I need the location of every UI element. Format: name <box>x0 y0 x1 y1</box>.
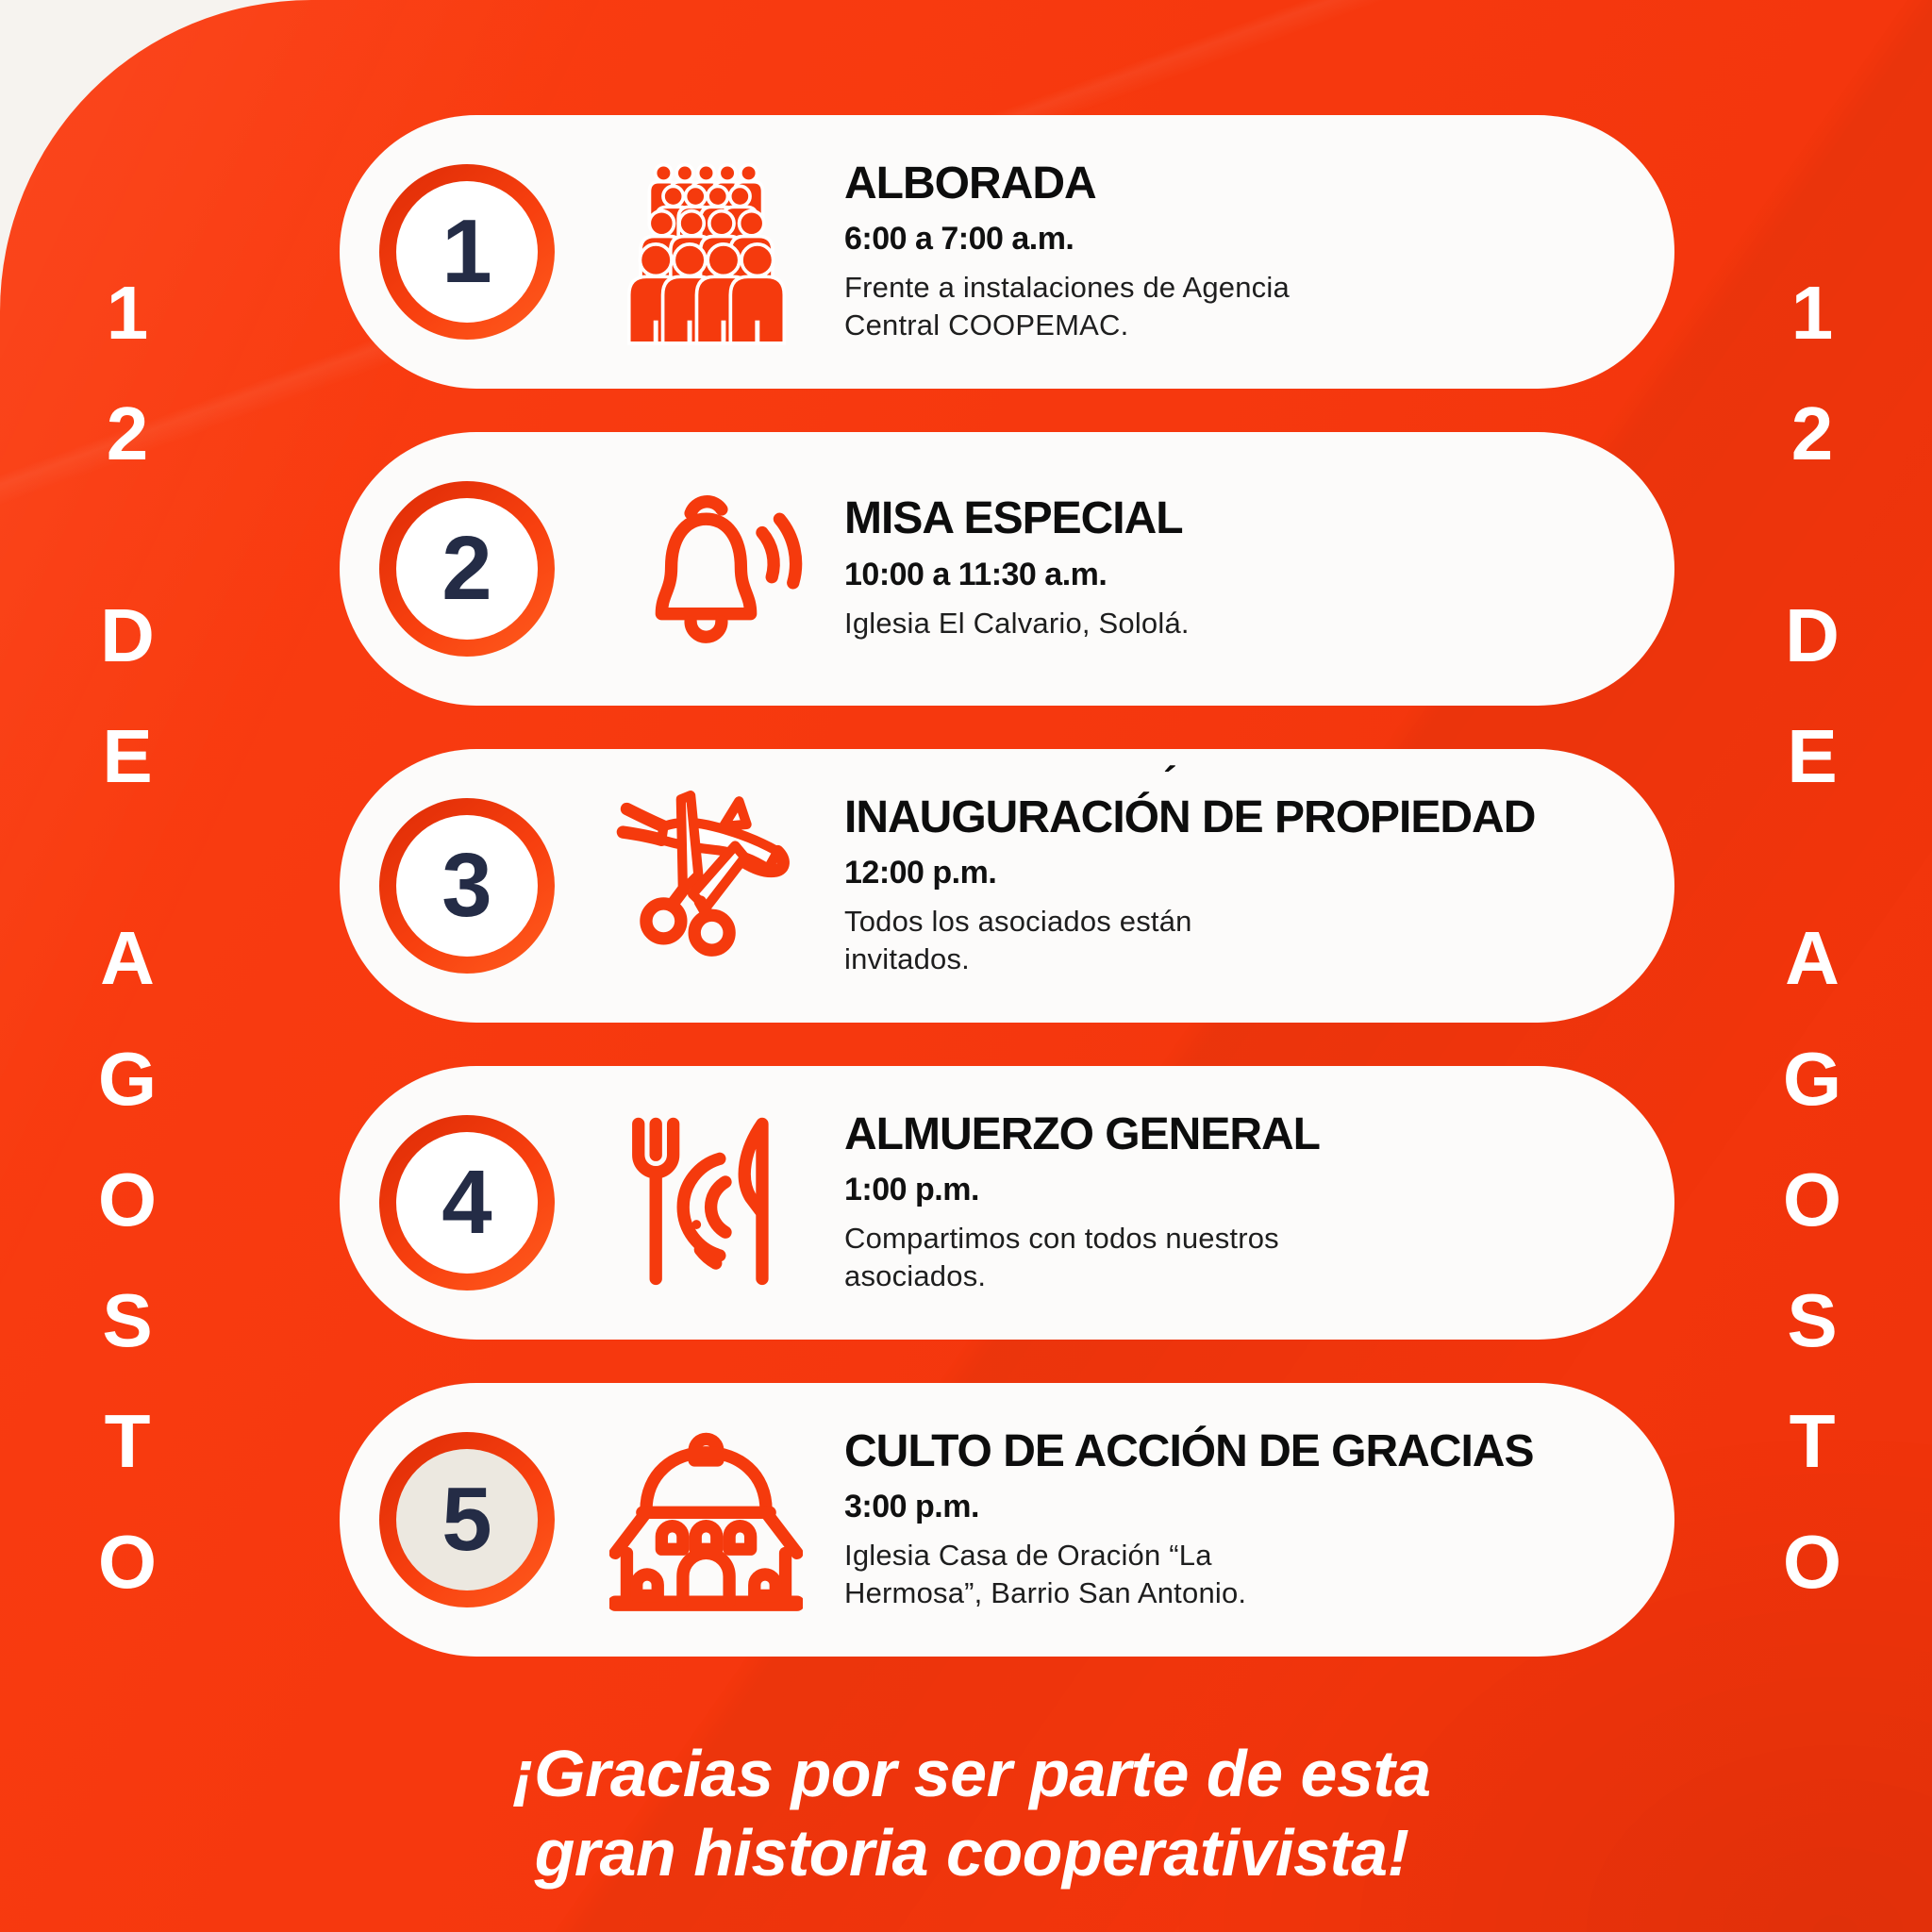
side-date-letter: T <box>1789 1399 1836 1483</box>
event-number-circle: 4 <box>396 1132 538 1274</box>
side-date-letter: O <box>97 1158 158 1241</box>
event-card: 3 INAUGURACIÓN DE PROPIEDAD ´ 12:00 p.m. … <box>340 749 1674 1023</box>
event-description: Iglesia Casa de Oración “La Hermosa”, Ba… <box>844 1539 1247 1609</box>
event-card: 4 ALMUERZO GENERAL 1:00 p.m. Compartimos… <box>340 1066 1674 1340</box>
event-title: ALMUERZO GENERAL <box>844 1108 1321 1159</box>
event-title: INAUGURACIÓN DE PROPIEDAD ´ <box>844 758 1536 842</box>
event-description: Iglesia El Calvario, Sololá. <box>844 606 1190 640</box>
event-time: 1:00 p.m. <box>844 1172 979 1208</box>
side-date-letter: 1 <box>1790 271 1834 355</box>
side-date-letter: 1 <box>106 271 149 355</box>
event-time: 10:00 a 11:30 a.m. <box>844 556 1108 592</box>
event-number: 1 <box>441 201 492 302</box>
event-number: 2 <box>441 518 492 619</box>
event-number: 3 <box>441 835 492 936</box>
ribbon-cutting-icon <box>609 790 803 983</box>
event-description: Todos los asociados están invitados. <box>844 905 1192 975</box>
side-date-letter: S <box>102 1278 153 1362</box>
event-number-badge: 2 <box>379 481 555 657</box>
event-number-badge: 4 <box>379 1115 555 1291</box>
event-number-circle: 5 <box>396 1449 538 1591</box>
event-number-badge: 5 <box>379 1432 555 1607</box>
event-number-badge: 3 <box>379 798 555 974</box>
footer-tagline: ¡Gracias por ser parte de esta gran hist… <box>283 1734 1660 1892</box>
side-date-letter: G <box>1782 1037 1842 1121</box>
event-details: ALBORADA 6:00 a 7:00 a.m. Frente a insta… <box>844 158 1290 344</box>
side-date-letter: 2 <box>106 391 149 475</box>
event-number: 4 <box>441 1152 492 1253</box>
side-date-letter: E <box>1787 714 1838 798</box>
event-number-badge: 1 <box>379 164 555 340</box>
crowd-icon <box>609 156 803 349</box>
event-number-circle: 2 <box>396 498 538 640</box>
meal-icon <box>609 1107 803 1300</box>
event-card: 2 MISA ESPECIAL 10:00 a 11:30 a.m. Igles… <box>340 432 1674 706</box>
side-date-letter: O <box>1782 1520 1842 1604</box>
event-title: CULTO DE ACCIÓN DE GRACIAS <box>844 1425 1534 1476</box>
event-title: ALBORADA <box>844 158 1097 208</box>
side-date-letter: A <box>100 916 155 1000</box>
bell-icon <box>609 473 803 666</box>
footer-line-2: gran historia cooperativista! <box>534 1816 1409 1890</box>
event-time: 12:00 p.m. <box>844 855 997 891</box>
event-description: Compartimos con todos nuestros asociados… <box>844 1222 1279 1292</box>
event-card: 1 ALBORADA 6:00 a 7:00 a.m. Frente a ins… <box>340 115 1674 389</box>
side-date-letter: O <box>97 1520 158 1604</box>
church-icon <box>609 1424 803 1617</box>
event-card: 5 CULTO DE ACCIÓN DE GRACIAS 3:00 p.m. I… <box>340 1383 1674 1657</box>
side-date-letter: D <box>100 593 155 677</box>
floating-accent-mark: ´ <box>1163 758 1177 805</box>
event-details: INAUGURACIÓN DE PROPIEDAD ´ 12:00 p.m. To… <box>844 758 1536 978</box>
side-date-letter: E <box>102 714 153 798</box>
event-details: CULTO DE ACCIÓN DE GRACIAS 3:00 p.m. Igl… <box>844 1425 1534 1612</box>
event-details: ALMUERZO GENERAL 1:00 p.m. Compartimos c… <box>844 1108 1321 1295</box>
event-time: 3:00 p.m. <box>844 1489 979 1525</box>
side-date-letter: A <box>1785 916 1840 1000</box>
event-title: MISA ESPECIAL <box>844 493 1184 544</box>
side-date-letter: G <box>97 1037 158 1121</box>
event-number-circle: 1 <box>396 181 538 323</box>
event-number: 5 <box>441 1469 492 1570</box>
side-date-letter: T <box>104 1399 151 1483</box>
event-number-circle: 3 <box>396 815 538 957</box>
event-description: Frente a instalaciones de Agencia Centra… <box>844 271 1290 341</box>
side-date-letter: D <box>1785 593 1840 677</box>
side-date-letter: 2 <box>1790 391 1834 475</box>
event-list: 1 ALBORADA 6:00 a 7:00 a.m. Frente a ins… <box>340 115 1674 1657</box>
side-date-letter: S <box>1787 1278 1838 1362</box>
event-details: MISA ESPECIAL 10:00 a 11:30 a.m. Iglesia… <box>844 495 1190 641</box>
event-time: 6:00 a 7:00 a.m. <box>844 221 1074 258</box>
footer-line-1: ¡Gracias por ser parte de esta <box>512 1737 1431 1810</box>
side-date-letter: O <box>1782 1158 1842 1241</box>
